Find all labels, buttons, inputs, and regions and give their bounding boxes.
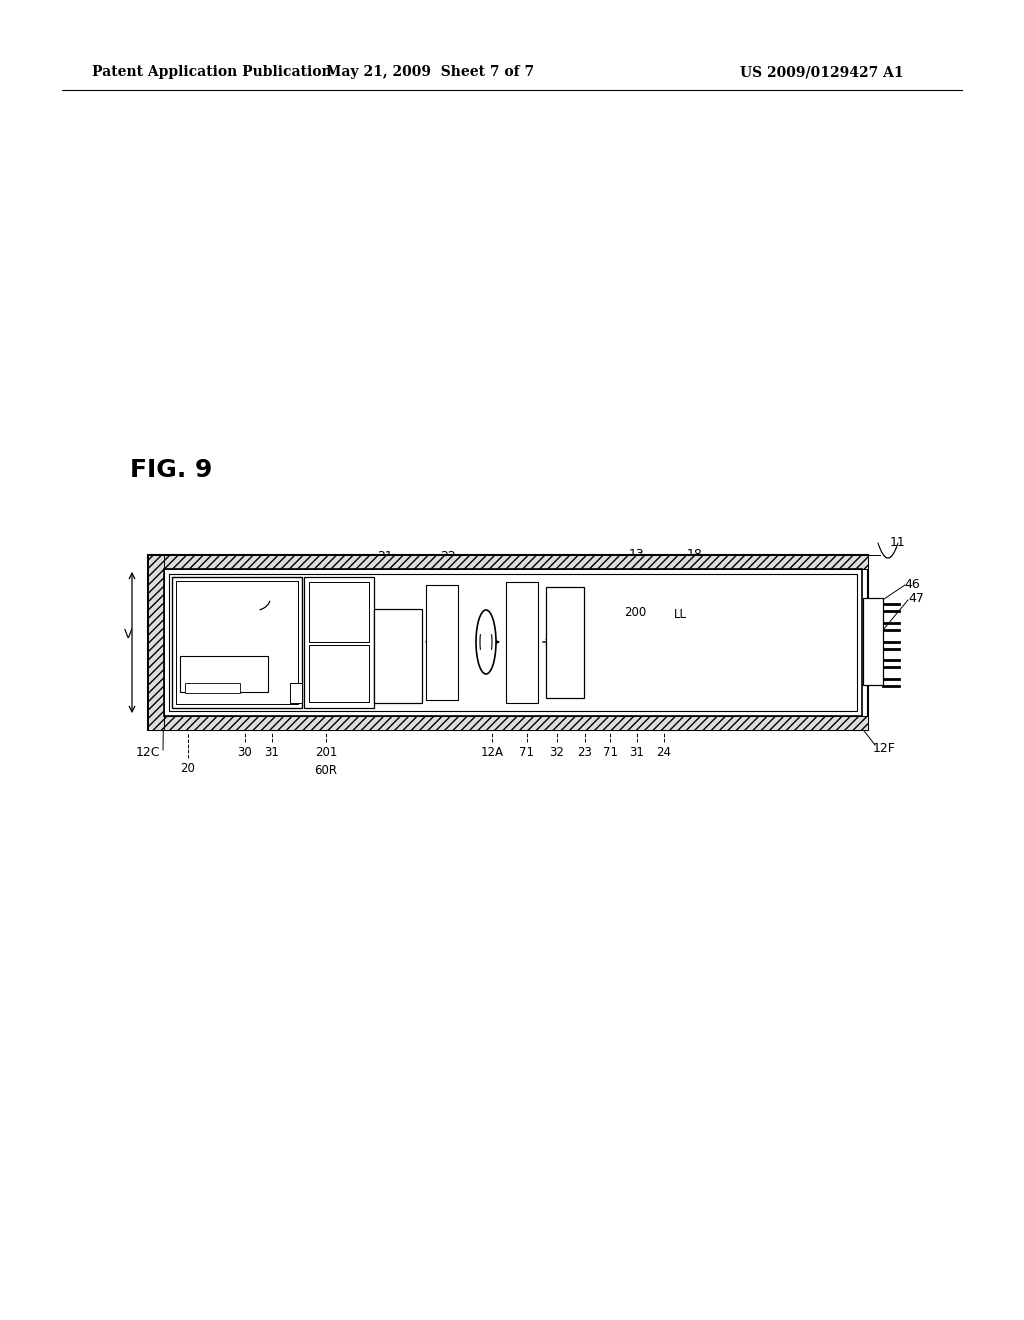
Bar — [863, 598, 883, 685]
Bar — [164, 569, 862, 715]
Ellipse shape — [476, 610, 496, 675]
Text: 21: 21 — [377, 550, 393, 564]
Bar — [309, 645, 369, 702]
Text: 201: 201 — [314, 746, 337, 759]
Text: 31: 31 — [264, 746, 280, 759]
Text: 13: 13 — [629, 549, 645, 561]
Text: 32: 32 — [550, 746, 564, 759]
Text: LL: LL — [569, 607, 583, 620]
Bar — [426, 585, 458, 700]
Text: 30: 30 — [238, 746, 252, 759]
Bar — [172, 577, 302, 708]
Text: May 21, 2009  Sheet 7 of 7: May 21, 2009 Sheet 7 of 7 — [326, 65, 535, 79]
Bar — [176, 581, 298, 704]
Text: 24: 24 — [656, 746, 672, 759]
Text: 200: 200 — [624, 606, 646, 619]
Text: Patent Application Publication: Patent Application Publication — [92, 65, 332, 79]
Bar — [148, 554, 164, 730]
Text: US 2009/0129427 A1: US 2009/0129427 A1 — [740, 65, 903, 79]
Text: 71: 71 — [519, 746, 535, 759]
Text: 20: 20 — [180, 762, 196, 775]
Bar — [148, 554, 868, 569]
Bar — [304, 577, 374, 708]
Text: LL: LL — [674, 607, 686, 620]
Text: 60R: 60R — [314, 763, 338, 776]
Text: 31: 31 — [630, 746, 644, 759]
Text: 12A: 12A — [480, 746, 504, 759]
Text: 202: 202 — [257, 610, 280, 623]
Bar — [148, 554, 868, 730]
Bar — [180, 656, 268, 692]
Text: 71: 71 — [602, 746, 617, 759]
Bar — [374, 609, 422, 704]
Bar — [309, 582, 369, 642]
Text: FIG. 9: FIG. 9 — [130, 458, 212, 482]
Bar — [546, 587, 584, 698]
Text: 46: 46 — [904, 578, 920, 590]
Bar — [148, 715, 868, 730]
Bar — [169, 574, 857, 711]
Text: 18: 18 — [687, 549, 702, 561]
Bar — [290, 682, 302, 704]
Text: V: V — [124, 628, 132, 642]
Text: 47: 47 — [908, 591, 924, 605]
Text: 12C: 12C — [136, 746, 160, 759]
Text: 22: 22 — [440, 550, 456, 564]
Text: 23: 23 — [578, 746, 593, 759]
Bar — [506, 582, 538, 704]
Text: 11: 11 — [890, 536, 906, 549]
Text: 12F: 12F — [872, 742, 895, 755]
Bar — [185, 682, 240, 693]
